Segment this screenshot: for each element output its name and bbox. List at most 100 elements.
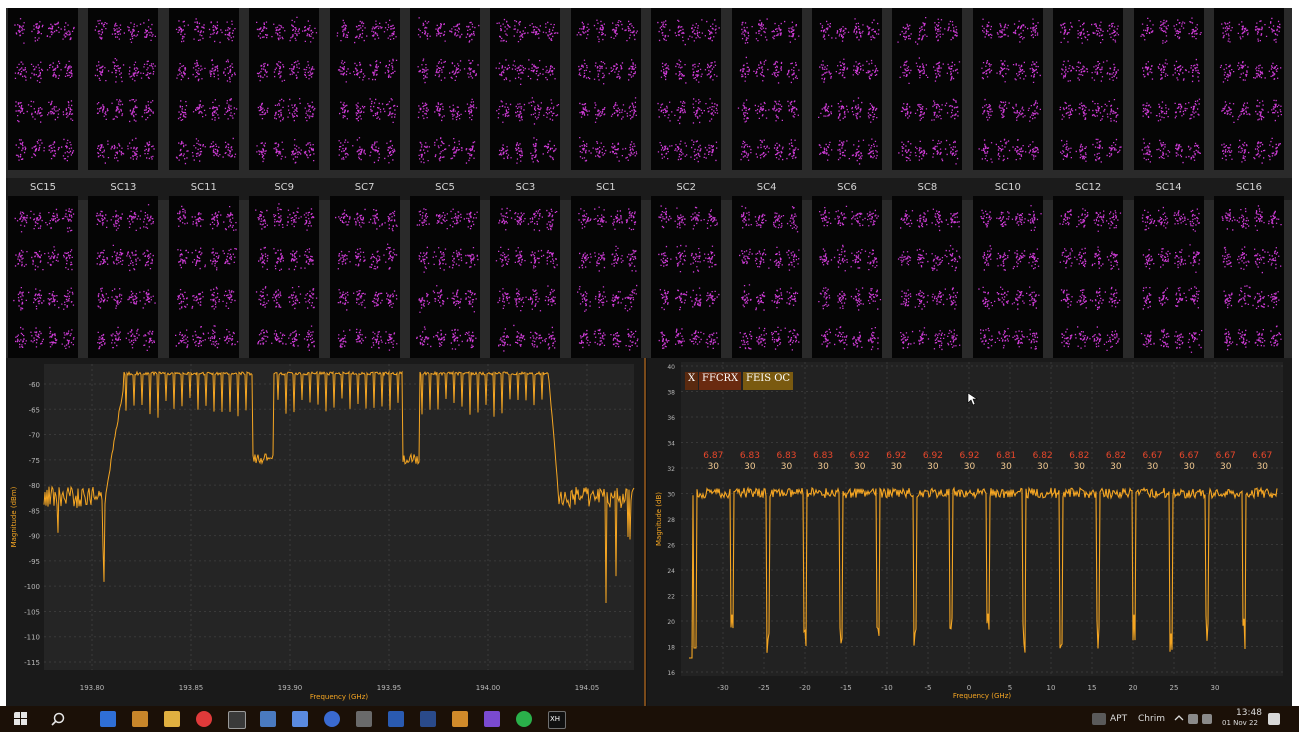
subcarrier-annotation-sub: 30 [854, 462, 866, 472]
constellation-points [658, 205, 720, 349]
taskbar-app-label: XH [550, 715, 561, 723]
windows-start-icon[interactable] [14, 712, 30, 728]
constellation-row-bottom [6, 196, 1292, 358]
notification-icon[interactable] [1268, 713, 1280, 725]
clock-date[interactable]: 01 Nov 22 [1222, 719, 1258, 727]
visual-studio-icon[interactable] [484, 711, 500, 727]
electrical-spectrum-plot: 40 38 36 34 32 30 28 26 24 22 20 18 16 -30 -25 -20 -15 -1… [647, 358, 1292, 706]
terminal-icon[interactable] [228, 711, 246, 729]
constellation-top-sc16 [1214, 8, 1284, 170]
left-x-tick: 193.80 [80, 684, 105, 692]
constellation-points [898, 208, 961, 351]
right-y-axis-label: Magnitude (dB) [655, 492, 663, 546]
chevron-up-icon[interactable] [1174, 713, 1190, 729]
legend-feis-oc[interactable]: FEIS OC [743, 372, 794, 390]
constellation-bottom-sc3 [490, 196, 561, 358]
subcarrier-label-sc14: SC14 [1155, 182, 1182, 193]
constellation-points [1139, 17, 1202, 164]
right-y-tick: 16 [667, 670, 675, 677]
right-y-tick: 22 [667, 594, 675, 601]
constellation-bottom-sc2 [651, 196, 722, 358]
subcarrier-annotation-sub: 30 [1147, 462, 1159, 472]
constellation-bottom-sc11 [168, 196, 239, 358]
constellation-top-sc11 [168, 8, 239, 170]
right-x-tick: 5 [1008, 684, 1012, 692]
left-y-tick: -70 [29, 432, 40, 440]
right-y-tick: 40 [667, 364, 675, 371]
constellation-bottom-sc5 [410, 196, 480, 358]
constellation-points [818, 205, 882, 351]
taskbar-app-icon-4[interactable] [196, 711, 212, 727]
subcarrier-label-sc2: SC2 [676, 182, 697, 193]
subcarrier-annotation-value: 6.92 [886, 451, 906, 461]
constellation-row-top [6, 8, 1292, 170]
clock-time[interactable]: 13:48 [1236, 708, 1262, 718]
subcarrier-annotation-value: 6.67 [1216, 451, 1236, 461]
constellation-top-sc2 [651, 8, 722, 170]
subcarrier-label-sc13: SC13 [110, 182, 137, 193]
constellation-points [174, 205, 238, 349]
left-y-axis-label: Magnitude (dBm) [10, 486, 18, 547]
subcarrier-label-sc11: SC11 [190, 182, 217, 193]
subcarrier-annotation-value: 6.92 [850, 451, 870, 461]
taskbar-app-icon-15[interactable]: XH [548, 711, 566, 729]
taskbar-app-icon-7[interactable] [292, 711, 308, 727]
subcarrier-annotation-sub: 30 [744, 462, 756, 472]
right-x-tick: 25 [1170, 684, 1179, 692]
left-x-tick: 193.85 [179, 684, 204, 692]
taskbar-app-icon-6[interactable] [260, 711, 276, 727]
taskbar-app-icon-12[interactable] [452, 711, 468, 727]
constellation-points [336, 19, 398, 164]
left-grid [44, 364, 634, 670]
right-y-tick: 26 [667, 543, 675, 550]
file-explorer-icon[interactable] [164, 711, 180, 727]
right-x-tick: -5 [925, 684, 932, 692]
legend-x[interactable]: X [685, 372, 699, 390]
constellation-top-sc6 [812, 8, 882, 170]
subcarrier-annotation-sub: 30 [1257, 462, 1269, 472]
constellation-points [95, 19, 157, 164]
constellation-points [14, 18, 75, 162]
volume-icon[interactable] [1202, 714, 1212, 724]
constellation-bottom-sc9 [249, 196, 320, 358]
search-icon[interactable] [50, 711, 66, 727]
right-y-tick: 32 [667, 466, 675, 473]
legend-ffcrx[interactable]: FFCRX [699, 372, 742, 390]
taskbar-app-icon-9[interactable] [356, 711, 372, 727]
constellation-points [897, 17, 961, 165]
constellation-points [978, 18, 1041, 163]
constellation-points [175, 18, 237, 165]
subcarrier-label-sc10: SC10 [994, 182, 1021, 193]
language-indicator[interactable]: APT [1110, 714, 1128, 724]
subcarrier-annotation-sub: 30 [1183, 462, 1195, 472]
keyboard-icon[interactable] [1092, 713, 1106, 725]
subcarrier-annotation-sub: 30 [1074, 462, 1086, 472]
windows-taskbar: XH APT Chrim 13:48 01 Nov 22 [0, 706, 1299, 732]
taskbar-app-icon-1[interactable] [100, 711, 116, 727]
subcarrier-annotation-value: 6.67 [1252, 451, 1272, 461]
left-y-tick: -65 [29, 406, 40, 414]
constellation-points [1140, 206, 1202, 353]
chrome-icon[interactable] [516, 711, 532, 727]
subcarrier-annotation-value: 6.87 [703, 451, 723, 461]
right-x-tick: -10 [881, 684, 892, 692]
subcarrier-label-sc9: SC9 [274, 182, 295, 193]
left-y-tick: -75 [29, 457, 40, 465]
language-indicator-secondary[interactable]: Chrim [1138, 714, 1165, 724]
left-y-tick: -105 [24, 608, 40, 616]
subcarrier-annotation-sub: 30 [708, 462, 720, 472]
taskbar-app-icon-2[interactable] [132, 711, 148, 727]
taskbar-app-icon-10[interactable] [388, 711, 404, 727]
left-x-tick: 193.90 [278, 684, 303, 692]
constellation-top-sc14 [1133, 8, 1204, 170]
mouse-cursor-icon [967, 392, 978, 406]
taskbar-app-icon-11[interactable] [420, 711, 436, 727]
left-y-tick: -110 [24, 634, 40, 642]
subcarrier-annotation-value: 6.83 [813, 451, 833, 461]
taskbar-app-icon-8[interactable] [324, 711, 340, 727]
constellation-bottom-sc1 [570, 196, 641, 358]
constellation-top-sc13 [88, 8, 159, 170]
constellation-points [738, 205, 800, 351]
network-icon[interactable] [1188, 714, 1198, 724]
left-x-tick: 193.95 [377, 684, 402, 692]
